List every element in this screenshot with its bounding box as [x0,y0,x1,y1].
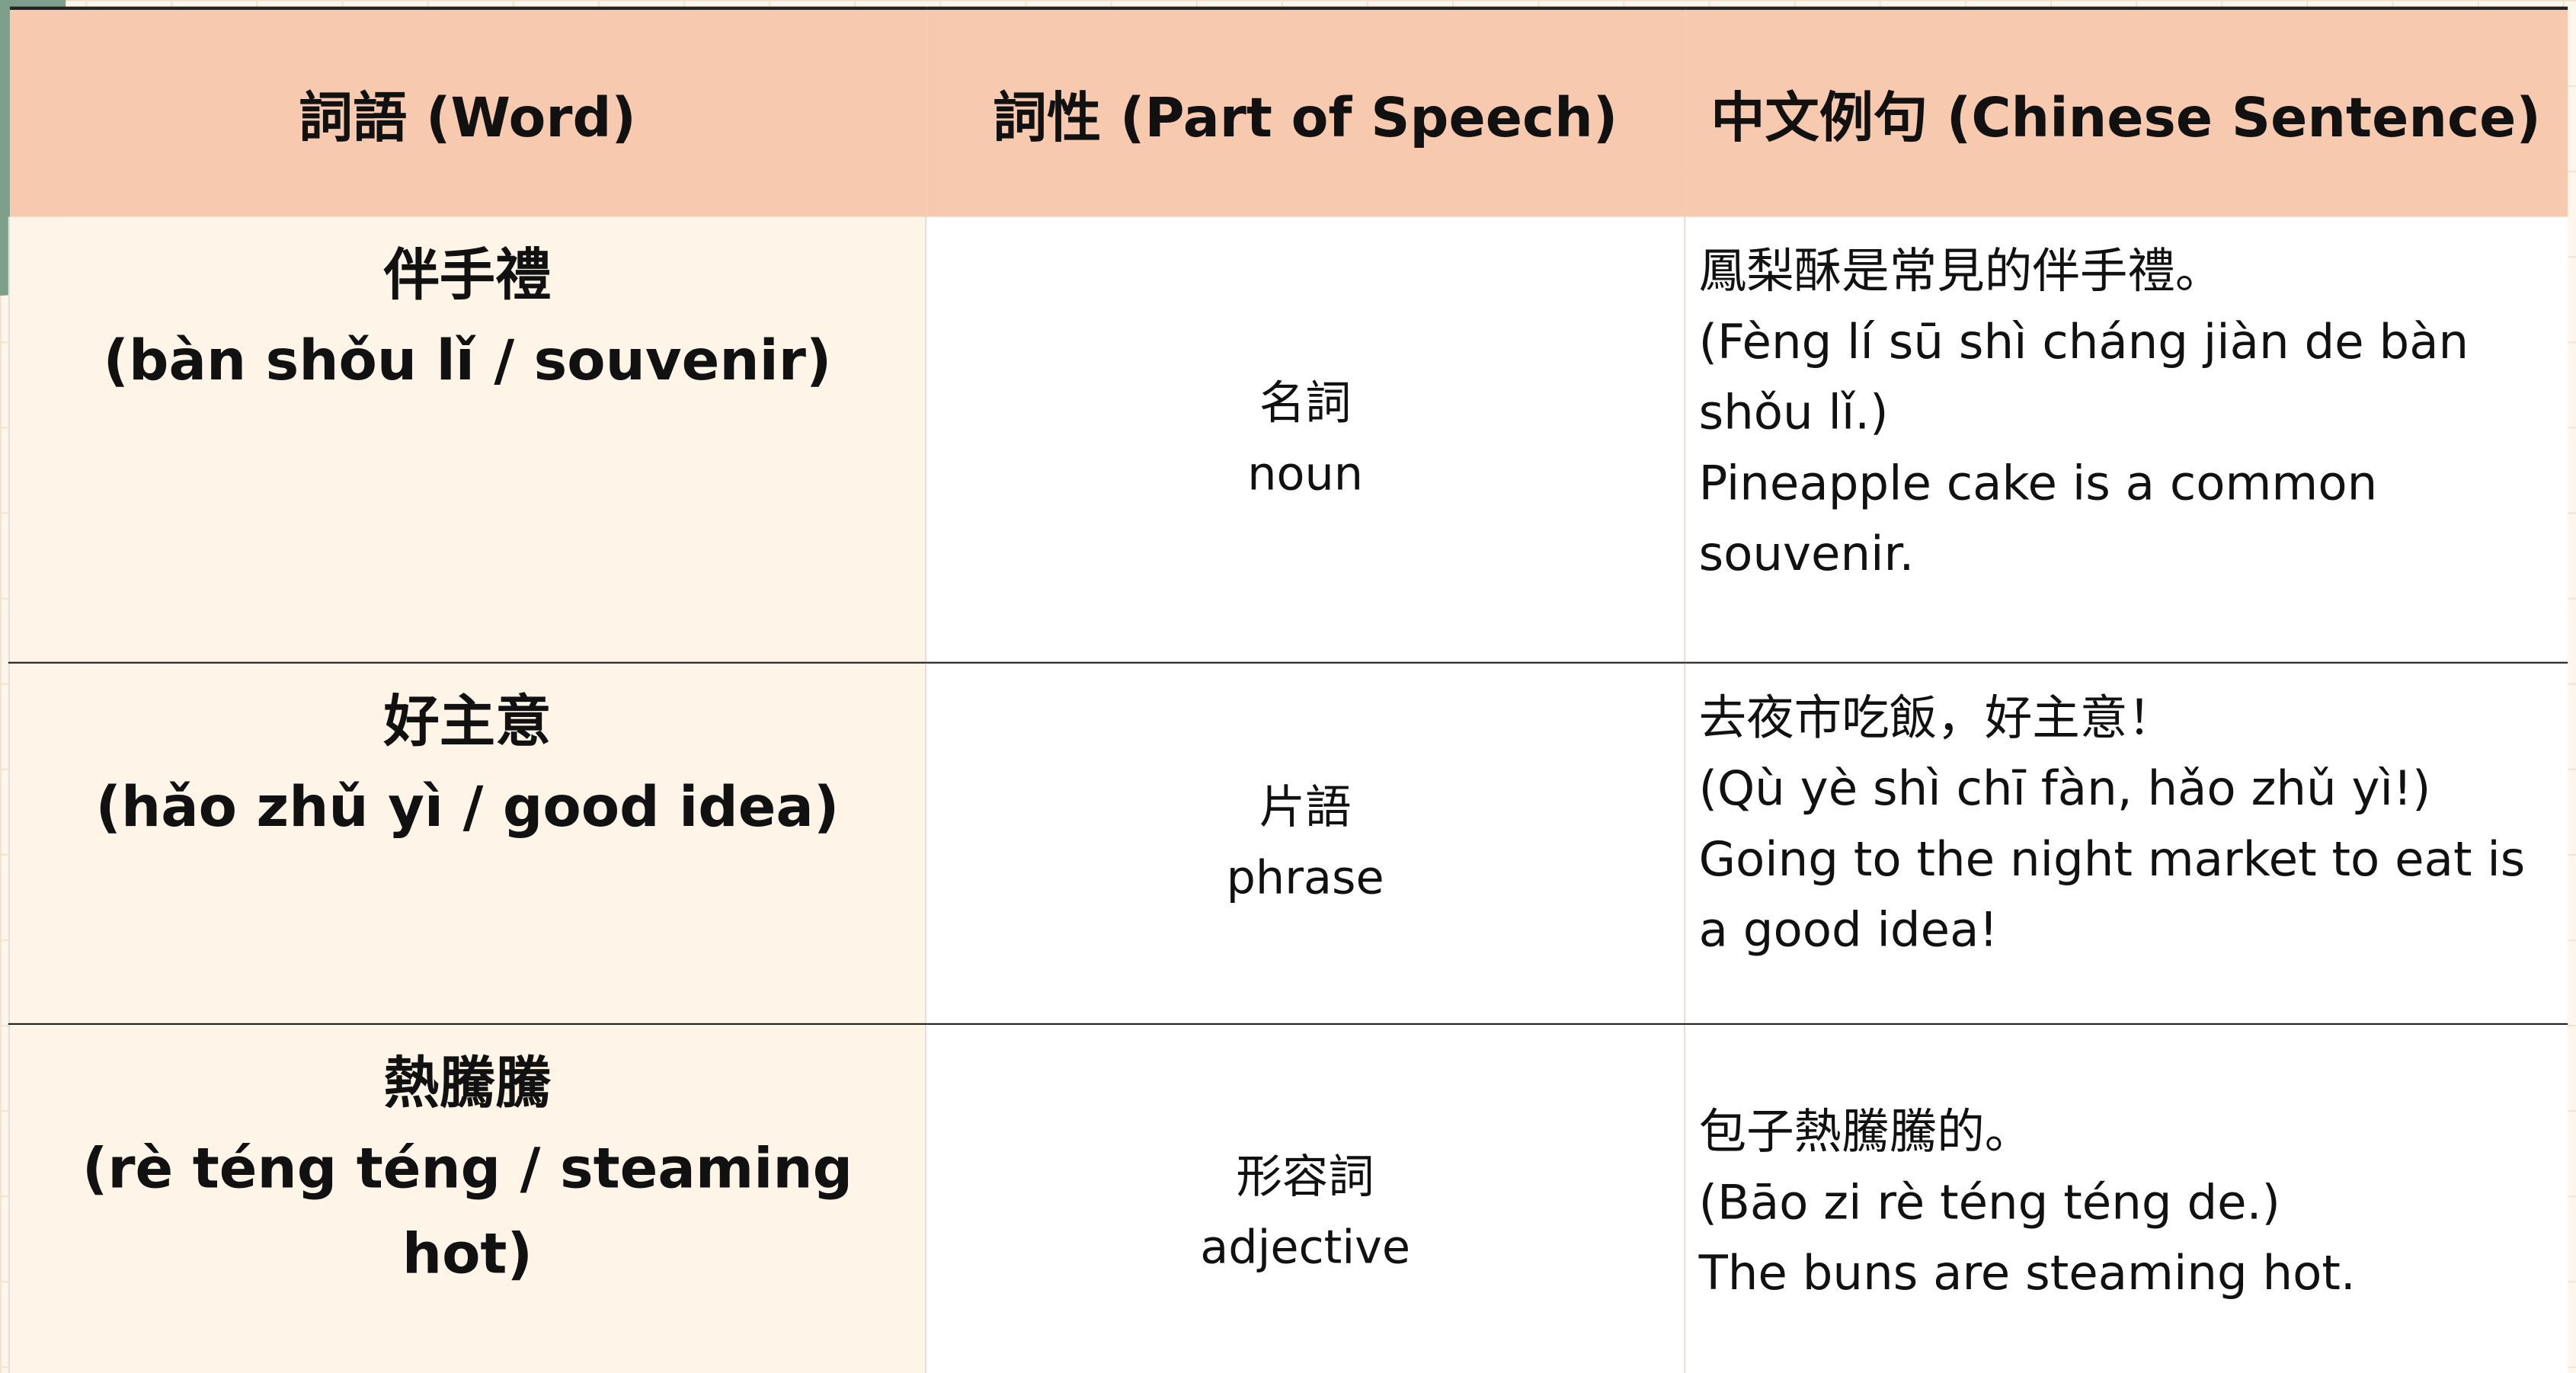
word-hanzi: 伴手禮 [383,243,552,309]
header-cell: 中文例句 (Chinese Sentence) [1685,6,2568,217]
word-cell: 好主意 (hǎo zhǔ yì / good idea) [8,661,926,1024]
sentence-line: 包子熱騰騰的。 [1698,1103,2033,1159]
sentence-line: The buns are steaming hot. [1698,1243,2356,1301]
pos-zh: 名詞 [1259,376,1352,431]
pos-en: phrase [1226,850,1384,905]
word-hanzi: 熱騰騰 [383,1050,552,1116]
sentence-cell: 包子熱騰騰的。 (Bāo zi rè téng téng de.) The buns… [1684,1023,2568,1373]
pos-en: adjective [1200,1221,1411,1275]
pos-en: noun [1247,446,1364,501]
table-row: 伴手禮 (bàn shǒu lǐ / souvenir) 名詞 noun 鳳梨酥是常見的… [8,216,2568,663]
pos-cell: 名詞 noun [924,216,1685,663]
pos-zh: 片語 [1259,779,1352,834]
pos-cell: 形容詞 adjective [924,1023,1685,1373]
sentence-cell: 去夜市吃飯，好主意！ (Qù yè shì chī fàn, hǎo zhǔ yì… [1684,661,2568,1024]
sentence-line: (Bāo zi rè téng téng de.) [1698,1173,2280,1230]
sentence-line: Going to the night market to eat is a go… [1698,830,2526,957]
pos-cell: 片語 phrase [924,661,1685,1024]
word-hanzi: 好主意 [383,689,552,755]
word-pinyin: (hǎo zhǔ yì / good idea) [95,774,840,840]
header-row: 詞語 (Word) 詞性 (Part of Speech) 中文例句 (Chin… [8,6,2568,217]
sentence-line: 去夜市吃飯，好主意！ [1698,689,2175,745]
word-cell: 伴手禮 (bàn shǒu lǐ / souvenir) [8,216,926,663]
sentence-cell: 鳳梨酥是常見的伴手禮。 (Fèng lí sū shì cháng jiàn de… [1684,216,2568,663]
sentence-line: (Qù yè shì chī fàn, hǎo zhǔ yì!) [1698,759,2431,816]
header-cell: 詞語 (Word) [8,6,926,217]
word-pinyin: (bàn shǒu lǐ / souvenir) [103,328,832,395]
word-cell: 熱騰騰 (rè téng téng / steaming hot) [8,1023,926,1373]
table-row: 熱騰騰 (rè téng téng / steaming hot) 形容詞 adjec… [8,1023,2568,1373]
sentence-line: (Fèng lí sū shì cháng jiàn de bàn shǒu l… [1698,313,2469,440]
word-pinyin: (rè téng téng / steaming hot) [82,1135,853,1287]
sentence-line: 鳳梨酥是常見的伴手禮。 [1698,243,2223,299]
table-row: 好主意 (hǎo zhǔ yì / good idea) 片語 phrase 去夜市吃飯… [8,661,2568,1024]
header-cell: 詞性 (Part of Speech) [926,6,1685,217]
pos-zh: 形容詞 [1236,1150,1374,1205]
sentence-line: Pineapple cake is a common souvenir. [1698,455,2378,582]
vocab-table: 詞語 (Word) 詞性 (Part of Speech) 中文例句 (Chin… [8,6,2568,1373]
